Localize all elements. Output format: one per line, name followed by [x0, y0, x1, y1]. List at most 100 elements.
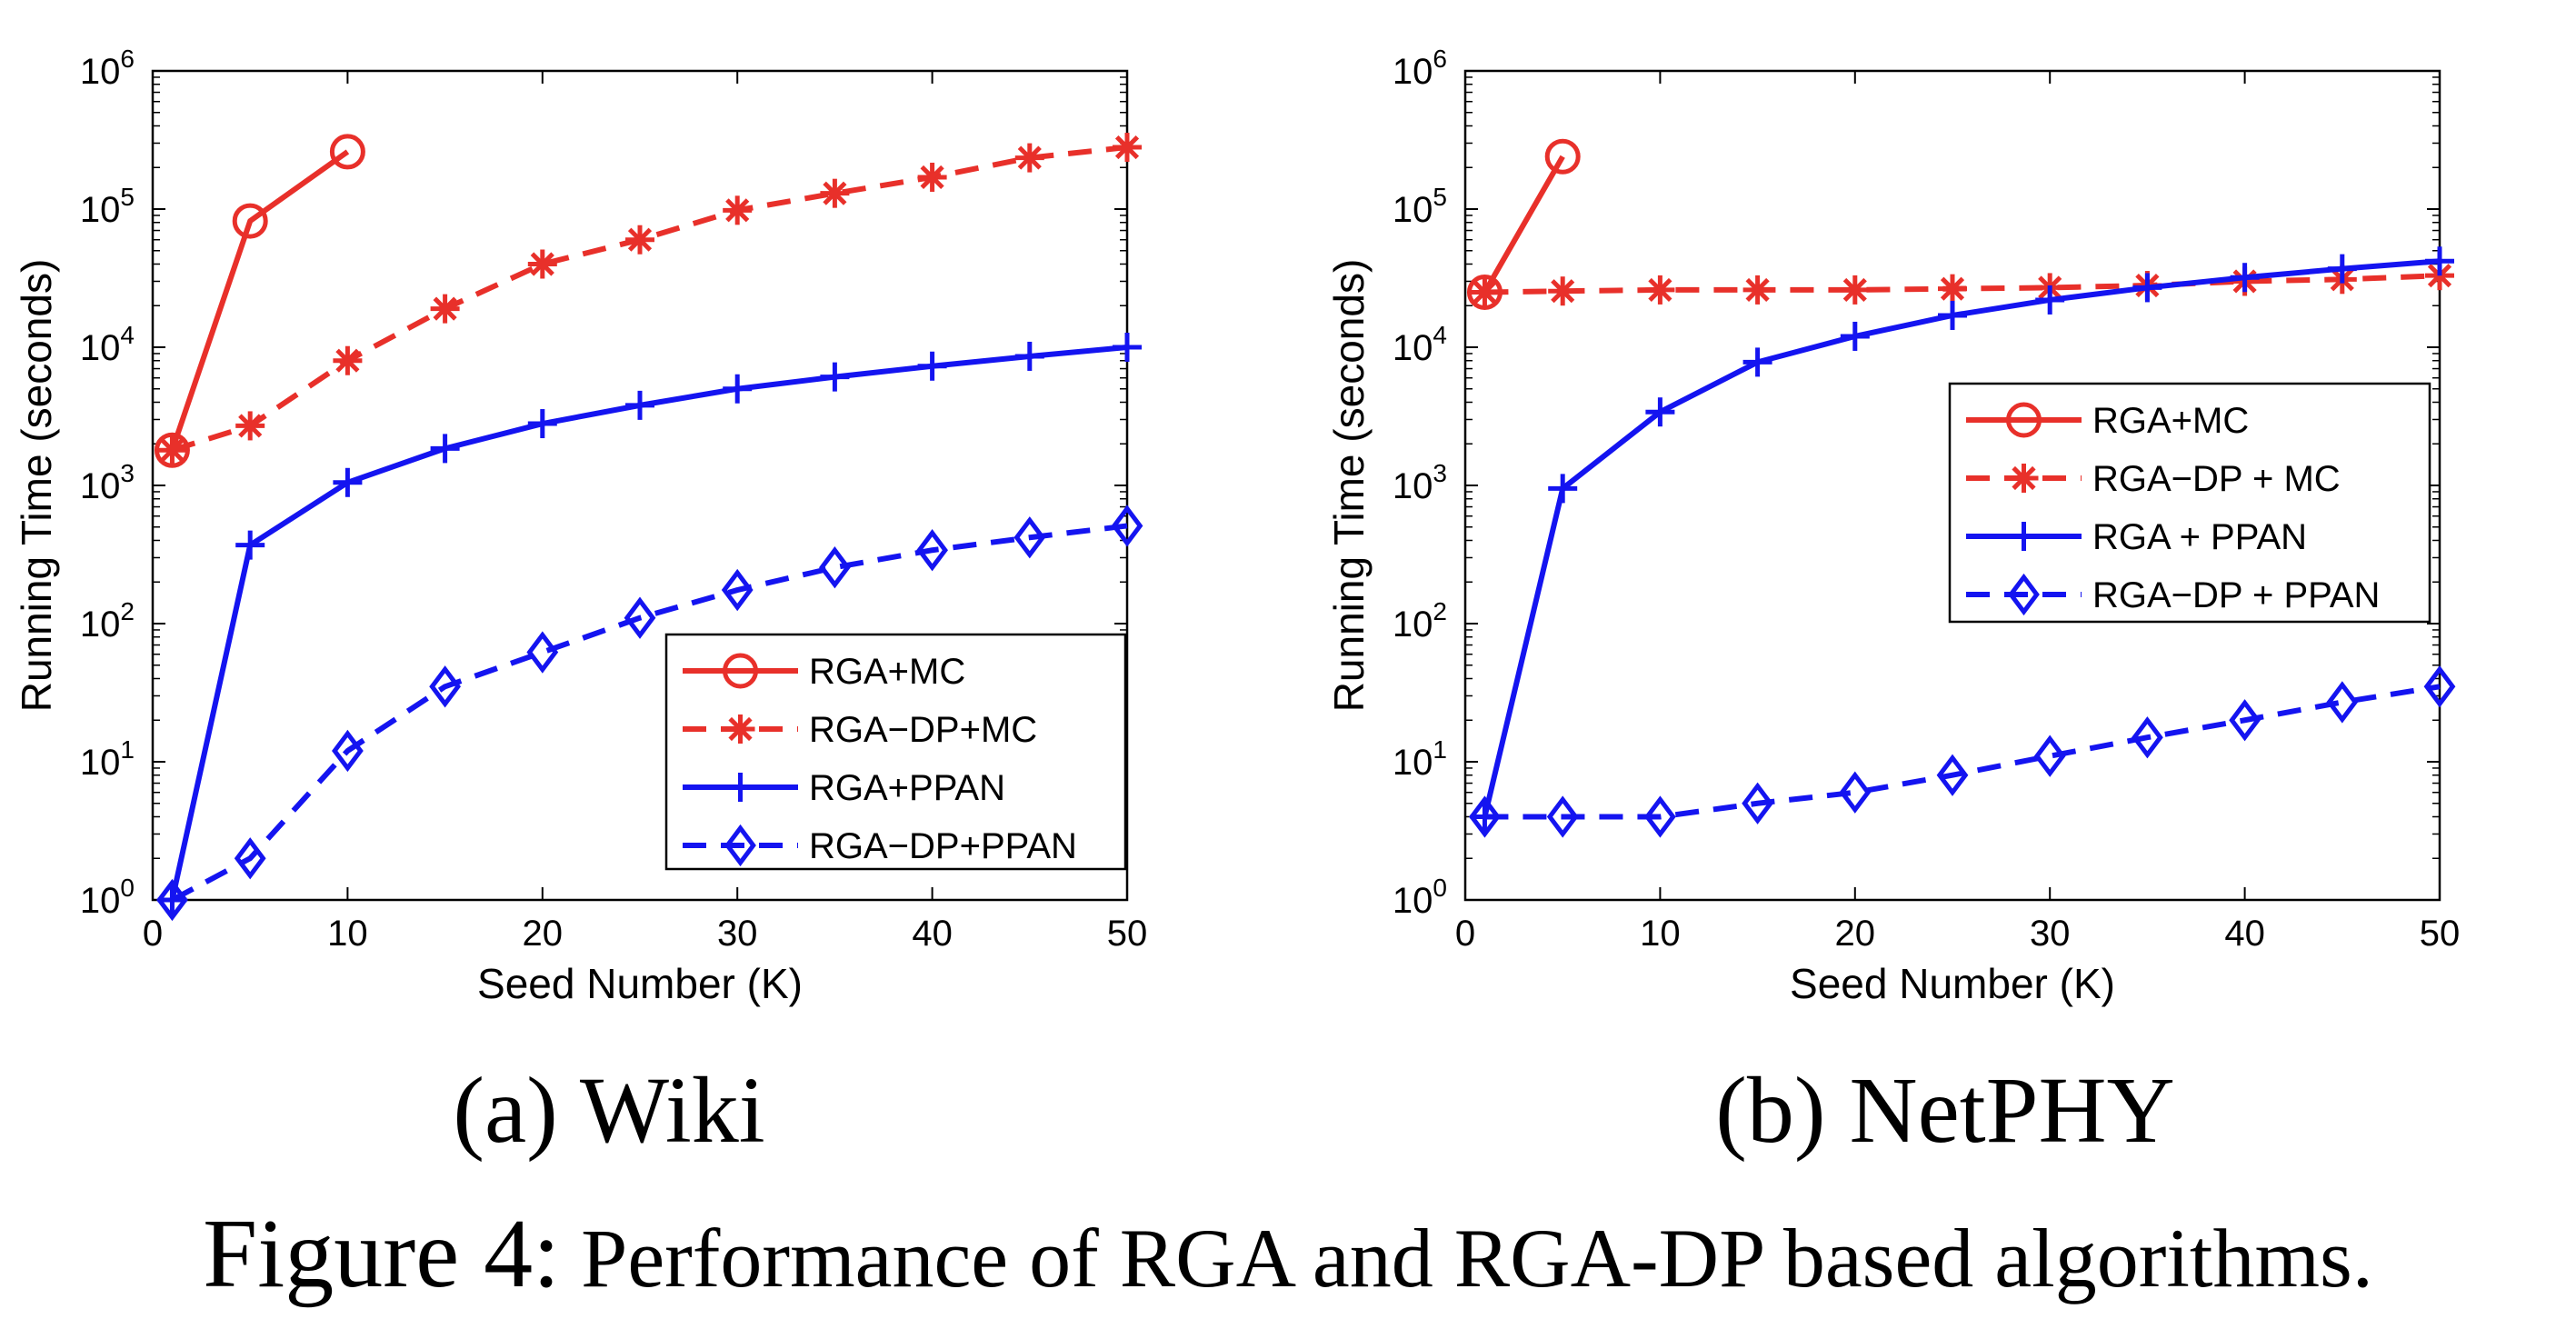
legend-marker: [2009, 464, 2039, 493]
x-tick-label: 30: [717, 914, 758, 954]
data-point: [430, 294, 460, 324]
y-tick-label: 103: [80, 459, 135, 506]
data-point: [329, 134, 365, 170]
y-axis-label: Running Time (seconds): [1325, 259, 1373, 713]
subcaption-b: (b) NetPHY: [1715, 1058, 2175, 1163]
data-point: [2132, 273, 2162, 303]
data-point: [916, 529, 948, 572]
chart-panel-1: 0 10 20 30 40 50 100 101 102 103 104 105 106 Seed Num…: [1325, 45, 2460, 1007]
legend: RGA+MC RGA−DP+MC RGA+PPAN RGA−DP+PPAN: [664, 633, 1127, 871]
data-point: [1839, 771, 1872, 814]
x-axis-label: Seed Number (K): [477, 960, 803, 1007]
data-point: [1548, 474, 1578, 504]
data-point: [157, 435, 187, 465]
series-3: [1469, 665, 2456, 838]
data-point: [1645, 397, 1675, 427]
data-point: [1742, 782, 1773, 824]
legend-label: RGA+MC: [809, 652, 965, 692]
series-1: [157, 133, 1142, 465]
legend-marker: [724, 824, 756, 867]
data-point: [234, 837, 266, 880]
data-point: [1938, 300, 1967, 330]
data-point: [624, 596, 656, 639]
x-tick-label: 0: [1455, 914, 1475, 954]
data-point: [2423, 665, 2456, 708]
legend-marker: [725, 773, 755, 802]
data-point: [2033, 734, 2066, 777]
legend-marker: [725, 714, 755, 744]
data-point: [333, 345, 363, 375]
data-point: [1470, 277, 1500, 307]
data-point: [2326, 681, 2359, 724]
data-point: [625, 390, 654, 420]
subcaption-a: (a) Wiki: [453, 1058, 765, 1163]
y-tick-label: 102: [1393, 597, 1447, 645]
x-tick-label: 20: [523, 914, 564, 954]
data-point: [1469, 795, 1501, 838]
y-tick-label: 101: [80, 735, 135, 783]
y-tick-label: 104: [80, 321, 135, 368]
data-point: [1936, 754, 1969, 796]
data-point: [1548, 276, 1578, 306]
legend-label: RGA−DP + PPAN: [2092, 575, 2380, 615]
y-tick-label: 101: [1393, 735, 1447, 783]
data-point: [721, 568, 754, 612]
x-axis-label: Seed Number (K): [1790, 960, 2115, 1007]
y-tick-label: 105: [1393, 183, 1447, 230]
x-tick-label: 40: [2224, 914, 2265, 954]
data-point: [723, 374, 753, 404]
series-1: [1470, 261, 2454, 307]
data-point: [156, 878, 188, 922]
data-point: [429, 665, 461, 708]
series-3: [156, 505, 1143, 922]
series-line: [169, 149, 350, 452]
chart-panel-0: 0 10 20 30 40 50 100 101 102 103 104 105 106 Seed Num…: [13, 45, 1147, 1007]
data-point: [235, 530, 265, 560]
legend-marker: [2008, 573, 2040, 616]
data-point: [1938, 274, 1967, 304]
legend-label: RGA−DP+MC: [809, 710, 1037, 750]
y-tick-label: 100: [1393, 874, 1447, 921]
data-point: [819, 546, 851, 589]
data-point: [1111, 505, 1143, 547]
y-axis-label: Running Time (seconds): [13, 259, 60, 713]
y-tick-label: 106: [1393, 45, 1447, 92]
y-tick-label: 100: [80, 874, 135, 921]
series-line: [171, 523, 1128, 903]
data-point: [232, 203, 268, 239]
data-point: [154, 432, 190, 468]
data-point: [1113, 133, 1142, 163]
y-tick-label: 106: [80, 45, 135, 92]
x-tick-label: 10: [327, 914, 368, 954]
series-line: [1482, 155, 1565, 295]
data-point: [235, 411, 265, 441]
x-tick-label: 20: [1835, 914, 1876, 954]
data-point: [1014, 341, 1044, 371]
legend-marker: [2006, 402, 2042, 438]
data-point: [1840, 275, 1870, 305]
x-tick-label: 50: [2420, 914, 2461, 954]
data-point: [917, 162, 947, 192]
figure-caption-label: Figure 4:: [203, 1200, 561, 1308]
y-tick-label: 105: [80, 183, 135, 230]
x-tick-label: 30: [2030, 914, 2071, 954]
figure-caption-text: Performance of RGA and RGA-DP based algo…: [581, 1212, 2373, 1304]
series-line: [1484, 684, 2441, 820]
x-tick-label: 50: [1107, 914, 1148, 954]
data-point: [527, 409, 557, 439]
figure-caption: Figure 4: Performance of RGA and RGA-DP …: [0, 1198, 2576, 1311]
legend-label: RGA−DP + MC: [2092, 459, 2341, 499]
data-point: [2132, 716, 2163, 759]
data-point: [2229, 699, 2261, 742]
data-point: [1013, 516, 1046, 559]
data-point: [1014, 143, 1044, 173]
x-tick-label: 10: [1640, 914, 1681, 954]
y-tick-label: 103: [1393, 459, 1447, 506]
data-point: [723, 195, 753, 225]
data-point: [1645, 275, 1675, 305]
data-point: [333, 467, 363, 497]
data-point: [1840, 321, 1870, 351]
data-point: [1546, 795, 1579, 838]
